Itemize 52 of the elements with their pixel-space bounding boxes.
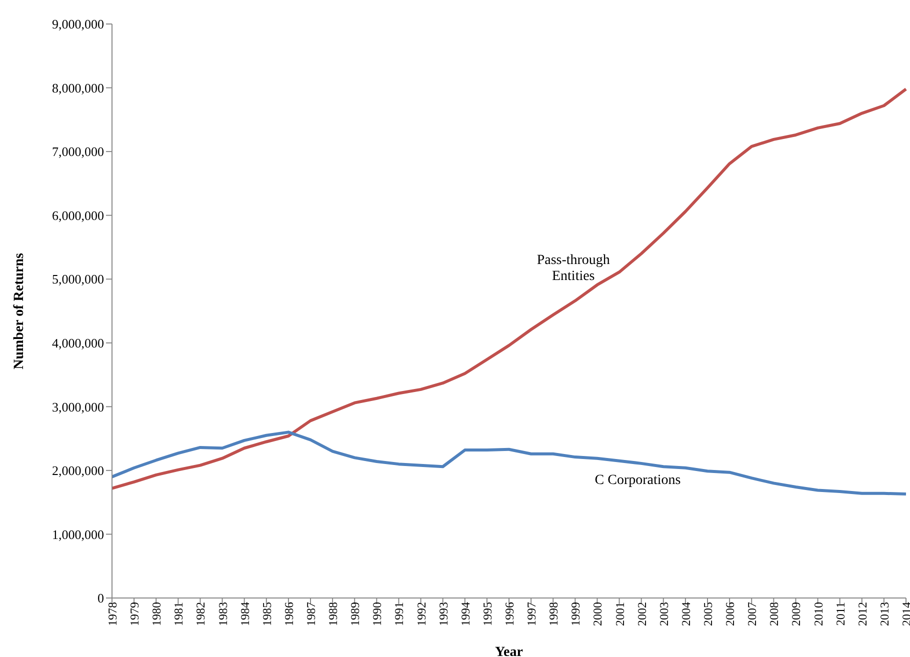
- x-tick-label: 1992: [414, 602, 428, 626]
- y-tick-label: 1,000,000: [52, 526, 104, 542]
- x-tick-label: 2005: [701, 602, 716, 626]
- x-tick-label: 1991: [392, 602, 406, 626]
- x-tick-label: 2003: [656, 602, 671, 626]
- x-tick-label: 1982: [194, 602, 208, 626]
- y-tick-label: 8,000,000: [52, 80, 104, 96]
- x-tick-label: 2002: [634, 602, 649, 626]
- line-series: [110, 88, 908, 490]
- x-tick-label: 1998: [546, 602, 561, 626]
- x-tick-label: 1985: [260, 602, 274, 626]
- y-axis-title: Number of Returns: [12, 252, 28, 370]
- x-tick-label: 1999: [568, 602, 583, 626]
- line-series: [110, 430, 908, 496]
- y-tick-label: 5,000,000: [52, 272, 104, 287]
- y-tick-label: 0: [98, 590, 104, 606]
- x-tick-label: 1995: [480, 602, 494, 626]
- x-tick-label: 2006: [723, 602, 738, 626]
- x-tick-label: 1994: [458, 602, 472, 626]
- x-tick-label: 1979: [128, 602, 142, 626]
- y-tick-label: 3,000,000: [52, 399, 104, 414]
- x-tick-label: 1978: [106, 602, 120, 626]
- x-tick-label: 1984: [238, 602, 252, 626]
- x-tick-label: 1993: [436, 602, 450, 626]
- x-tick-label: 1997: [524, 602, 539, 626]
- y-tick-label: 7,000,000: [52, 144, 104, 160]
- x-tick-label: 2011: [833, 602, 848, 626]
- series-label: C Corporations: [594, 473, 682, 490]
- x-tick-label: 2008: [767, 602, 782, 626]
- x-axis-title: Year: [495, 645, 523, 657]
- y-tick-label: 4,000,000: [52, 336, 104, 351]
- x-tick-label: 1996: [502, 602, 517, 626]
- x-tick-label: 1989: [348, 602, 362, 626]
- y-tick-label: 6,000,000: [52, 208, 104, 223]
- x-tick-label: 2010: [811, 602, 826, 626]
- y-tick-label: 9,000,000: [52, 16, 104, 32]
- x-tick-label: 2012: [855, 602, 870, 626]
- x-tick-label: 2013: [877, 602, 892, 626]
- series-label: Pass-through Entities: [536, 252, 611, 285]
- x-tick-label: 2000: [590, 602, 605, 626]
- x-tick-label: 1990: [370, 602, 384, 626]
- x-tick-label: 2009: [789, 602, 804, 626]
- y-tick-label: 2,000,000: [52, 463, 104, 478]
- x-tick-label: 2007: [745, 602, 760, 626]
- x-tick-label: 1981: [172, 602, 186, 626]
- x-tick-label: 1980: [150, 602, 164, 626]
- x-tick-label: 1983: [216, 602, 230, 626]
- x-tick-label: 1988: [326, 602, 340, 626]
- x-tick-label: 1986: [282, 602, 296, 626]
- x-tick-label: 2001: [612, 602, 627, 626]
- x-tick-label: 1987: [304, 602, 318, 626]
- x-tick-label: 2004: [678, 602, 693, 626]
